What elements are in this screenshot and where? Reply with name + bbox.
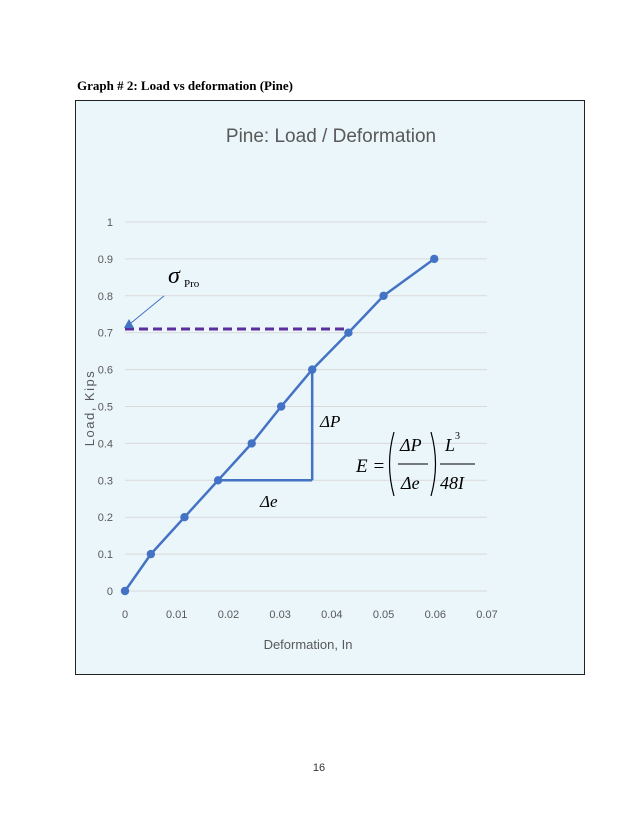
data-point [120, 586, 130, 596]
formula-right-paren [430, 431, 437, 497]
y-tick-label: 0.4 [98, 438, 113, 450]
x-tick-label: 0.07 [476, 609, 497, 621]
y-tick-label: 0.7 [98, 328, 113, 340]
series-line [123, 257, 435, 592]
sigma-arrowhead [124, 319, 134, 329]
data-point [308, 365, 317, 374]
formula-left-paren [388, 431, 395, 497]
x-tick-label: 0.02 [218, 609, 239, 621]
y-tick-label: 0 [107, 586, 113, 598]
data-point [379, 291, 388, 300]
proportional-limit-marker [124, 295, 349, 331]
x-tick-label: 0.04 [321, 609, 342, 621]
y-tick-label: 0.6 [98, 365, 113, 377]
x-tick-labels: 0 0.01 0.02 0.03 0.04 0.05 0.06 0.07 [122, 609, 498, 621]
chart-title: Pine: Load / Deformation [226, 126, 436, 147]
x-tick-label: 0.03 [269, 609, 290, 621]
sigma-symbol: σ [168, 263, 181, 289]
y-tick-labels: 0 0.1 0.2 0.3 0.4 0.5 0.6 0.7 0.8 0.9 1 [98, 217, 113, 598]
data-point [430, 254, 439, 264]
data-point [146, 549, 156, 559]
load-deformation-chart: Pine: Load / Deformation 0 0.1 0.2 0.3 0.4 0.… [82, 126, 498, 652]
sigma-pointer-line [130, 295, 165, 324]
x-tick-label: 0 [122, 609, 128, 621]
page-number: 16 [312, 762, 326, 774]
data-point [213, 476, 223, 485]
y-axis-label: Load, Kips [82, 370, 97, 446]
formula-l: L [444, 435, 455, 455]
y-tick-label: 0.8 [98, 291, 113, 303]
modulus-formula: E = ΔP Δe L 3 48I [355, 431, 475, 497]
delta-e-label: Δe [259, 492, 278, 511]
x-tick-label: 0.01 [166, 609, 187, 621]
sigma-subscript: Pro [184, 278, 200, 290]
formula-numerator: ΔP [399, 435, 422, 455]
formula-lhs: E = [355, 456, 385, 477]
x-tick-label: 0.05 [373, 609, 394, 621]
slope-triangle [218, 369, 314, 482]
formula-exponent: 3 [455, 431, 460, 442]
y-tick-label: 1 [107, 217, 113, 229]
y-tick-label: 0.1 [98, 549, 113, 561]
y-tick-label: 0.3 [98, 475, 113, 487]
data-point [247, 439, 256, 448]
figure-caption: Graph # 2: Load vs deformation (Pine) [77, 78, 293, 93]
series-load [120, 254, 439, 596]
chart-container: Pine: Load / Deformation 0 0.1 0.2 0.3 0.4 0.… [75, 100, 585, 675]
y-tick-label: 0.5 [98, 402, 113, 414]
delta-p-label: ΔP [319, 412, 340, 431]
formula-denominator-2: 48I [440, 473, 465, 493]
x-tick-label: 0.06 [425, 609, 446, 621]
data-point [276, 402, 286, 411]
y-tick-label: 0.9 [98, 254, 113, 266]
data-point [180, 513, 189, 522]
y-tick-label: 0.2 [98, 512, 113, 524]
formula-denominator: Δe [400, 473, 420, 493]
x-axis-label: Deformation, In [264, 637, 353, 652]
data-point [344, 328, 353, 337]
